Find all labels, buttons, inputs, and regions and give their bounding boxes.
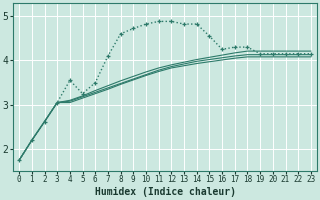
X-axis label: Humidex (Indice chaleur): Humidex (Indice chaleur) [94, 187, 236, 197]
